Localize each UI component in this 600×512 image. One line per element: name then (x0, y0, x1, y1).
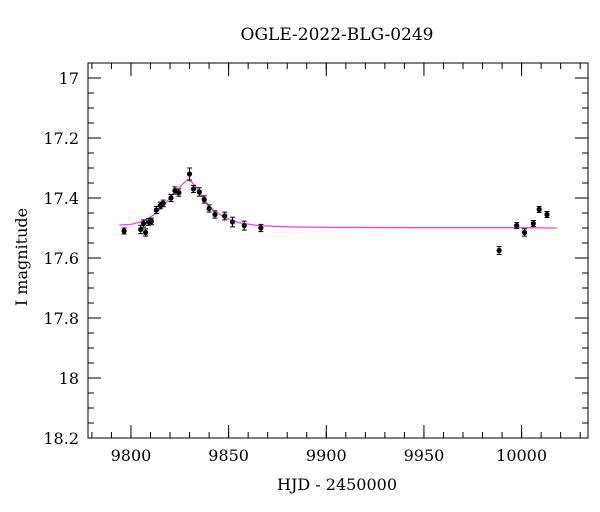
data-point (229, 219, 236, 225)
data-point (153, 207, 159, 213)
model-curve (119, 179, 557, 229)
data-point (206, 205, 212, 212)
plot-frame (87, 62, 589, 439)
x-tick-label: 10000 (496, 446, 547, 465)
data-point (160, 200, 166, 206)
data-point (138, 226, 144, 233)
y-tick-label: 18 (59, 369, 79, 388)
data-points-group (121, 167, 550, 255)
data-point (141, 220, 147, 227)
y-tick-label: 17.6 (43, 249, 79, 268)
data-point (121, 228, 127, 234)
data-point (521, 229, 528, 236)
axes: 9800 9850 9900 9950 10000 17 17.2 17.4 17.6 17.8 1… (43, 62, 588, 465)
y-tick-label: 17.8 (43, 309, 79, 328)
data-point (143, 229, 149, 236)
y-tick-label: 17.2 (43, 129, 79, 148)
y-tick-label: 17.4 (43, 189, 79, 208)
data-point (258, 225, 264, 231)
data-point (172, 187, 178, 194)
data-point (201, 196, 207, 203)
data-point (514, 223, 520, 229)
data-point (196, 189, 202, 195)
data-point (241, 223, 247, 229)
data-point (168, 195, 174, 201)
x-tick-label: 9850 (208, 446, 249, 465)
data-point (536, 206, 542, 212)
y-tick-label: 18.2 (43, 429, 79, 448)
data-point (222, 213, 228, 219)
chart-title: OGLE-2022-BLG-0249 (241, 25, 434, 45)
x-tick-label: 9800 (111, 446, 152, 465)
y-tick-label: 17 (59, 69, 79, 88)
data-point (186, 171, 193, 177)
x-tick-label: 9950 (404, 446, 445, 465)
y-axis-label: I magnitude (12, 208, 31, 306)
data-point (530, 220, 536, 227)
data-point (544, 211, 550, 218)
model-curve-group (119, 179, 557, 229)
data-point (496, 247, 502, 254)
x-axis-label: HJD - 2450000 (277, 475, 397, 494)
data-point (190, 186, 197, 192)
x-tick-label: 9900 (306, 446, 347, 465)
data-point (176, 190, 182, 196)
data-point (212, 211, 218, 218)
data-point (148, 218, 155, 224)
